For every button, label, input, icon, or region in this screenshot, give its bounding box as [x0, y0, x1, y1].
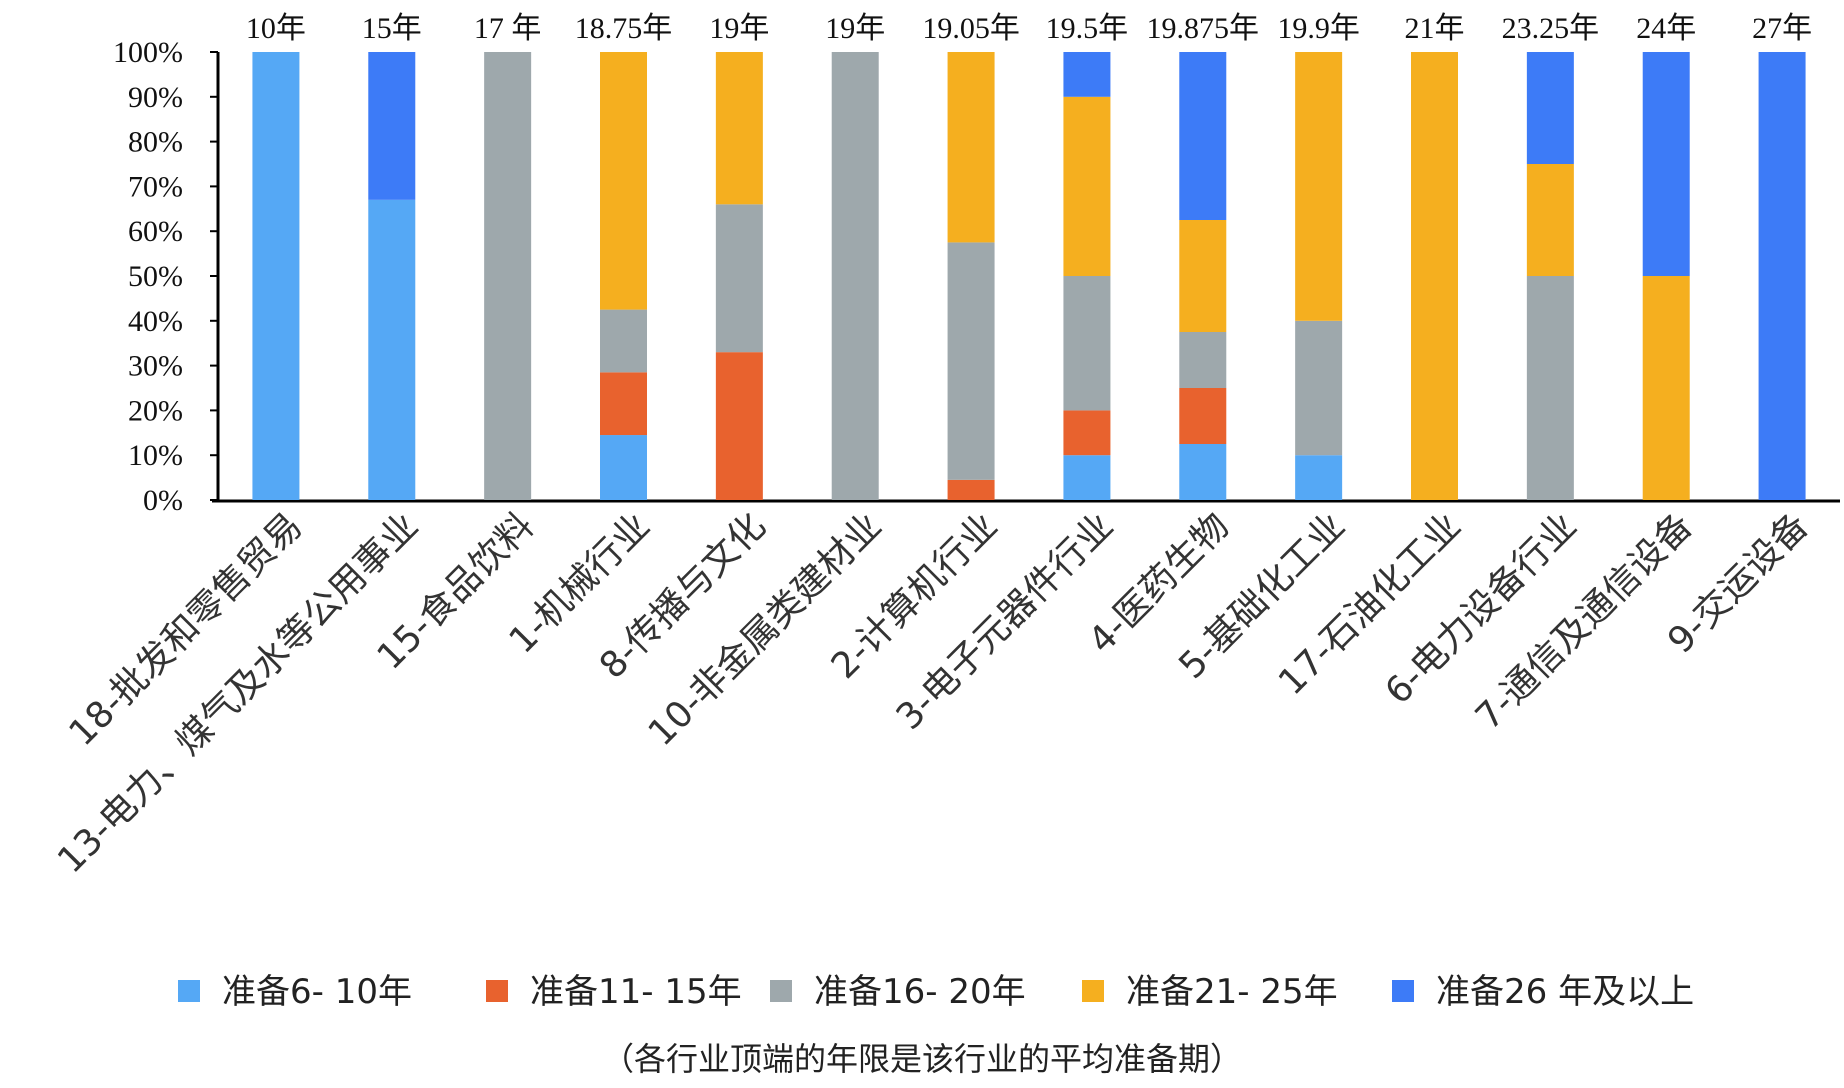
legend-label: 准备26 年及以上	[1436, 972, 1694, 1012]
legend-label: 准备11- 15年	[530, 972, 742, 1012]
legend-label: 准备6- 10年	[222, 972, 412, 1012]
bar-segment	[715, 204, 763, 353]
bar-segment	[1295, 320, 1343, 456]
bar-top-label: 23.25年	[1502, 12, 1600, 45]
y-tick-label: 100%	[113, 36, 183, 69]
bar-segment	[1758, 52, 1806, 500]
bar-segment	[1411, 52, 1458, 500]
legend-swatch	[1082, 980, 1104, 1002]
x-category-label: 7-通信及通信设备	[1468, 505, 1701, 738]
y-tick-label: 50%	[128, 260, 183, 293]
bar-segment	[947, 242, 995, 480]
y-tick-label: 80%	[128, 126, 183, 159]
top-labels: 10年 15年 17 年 18.75年 19年 19年 19.05年 19.5年 19.875年…	[246, 12, 1812, 45]
bar-segment	[600, 52, 647, 310]
bar-segment	[1642, 52, 1690, 276]
bar-segment	[1063, 276, 1111, 411]
bars	[252, 52, 1806, 500]
y-tick-label: 40%	[128, 305, 183, 338]
bar-top-label: 15年	[362, 12, 422, 45]
bar-segment	[1526, 52, 1574, 164]
legend-swatch	[770, 980, 792, 1002]
bar-segment	[368, 199, 416, 500]
bar-segment	[715, 352, 763, 500]
y-tick-label: 30%	[128, 350, 183, 383]
bar-segment	[1179, 332, 1227, 388]
bar-segment	[600, 372, 647, 436]
chart-note: （各行业顶端的年限是该行业的平均准备期）	[602, 1040, 1242, 1078]
legend-label: 准备21- 25年	[1126, 972, 1338, 1012]
bar-top-label: 19.5年	[1046, 12, 1129, 45]
bar-segment	[368, 52, 416, 200]
legend-swatch	[1392, 980, 1414, 1002]
bar-segment	[1063, 410, 1111, 456]
bar-top-label: 21年	[1405, 12, 1465, 45]
x-category-label: 3-电子元器件行业	[889, 505, 1122, 738]
y-tick-label: 90%	[128, 81, 183, 114]
bar-segment	[600, 435, 647, 500]
bar-segment	[1295, 52, 1343, 321]
bar-segment	[1642, 276, 1690, 500]
bar-segment	[1526, 276, 1574, 500]
bar-top-label: 19.875年	[1147, 12, 1260, 45]
bar-segment	[1063, 96, 1111, 276]
bar-top-label: 10年	[246, 12, 306, 45]
bar-segment	[947, 479, 995, 500]
bar-segment	[252, 52, 300, 500]
category-labels: 18-批发和零售贸易13-电力、煤气及水等公用事业15-食品饮料1-机械行业8-…	[50, 505, 1816, 881]
legend: 准备6- 10年 准备11- 15年 准备16- 20年 准备21- 25年 准备26 …	[178, 972, 1694, 1012]
bar-top-label: 24年	[1636, 12, 1696, 45]
bar-segment	[947, 52, 995, 243]
bar-top-label: 19.05年	[922, 12, 1020, 45]
y-tick-label: 10%	[128, 439, 183, 472]
bar-segment	[1526, 164, 1574, 276]
bar-segment	[484, 52, 532, 500]
bar-segment	[1063, 52, 1111, 97]
bar-top-label: 17 年	[474, 12, 542, 45]
legend-label: 准备16- 20年	[814, 972, 1026, 1012]
legend-swatch	[486, 980, 508, 1002]
bar-segment	[600, 309, 647, 373]
bar-segment	[1179, 220, 1227, 332]
bar-segment	[831, 52, 879, 500]
y-tick-label: 70%	[128, 170, 183, 203]
bar-segment	[1179, 52, 1227, 220]
legend-swatch	[178, 980, 200, 1002]
y-tick-label: 60%	[128, 215, 183, 248]
bar-segment	[1179, 444, 1227, 500]
bar-segment	[1179, 388, 1227, 444]
y-tick-label: 20%	[128, 394, 183, 427]
bar-top-label: 19年	[709, 12, 769, 45]
bar-segment	[715, 52, 763, 205]
axes: 0% 10% 20% 30% 40% 50% 60% 70% 80% 90% 100%	[113, 36, 1840, 517]
bar-segment	[1063, 455, 1111, 500]
y-tick-label: 0%	[143, 484, 183, 517]
bar-top-label: 19年	[825, 12, 885, 45]
bar-top-label: 19.9年	[1277, 12, 1360, 45]
bar-top-label: 27年	[1752, 12, 1812, 45]
bar-segment	[1295, 455, 1343, 500]
bar-top-label: 18.75年	[575, 12, 673, 45]
